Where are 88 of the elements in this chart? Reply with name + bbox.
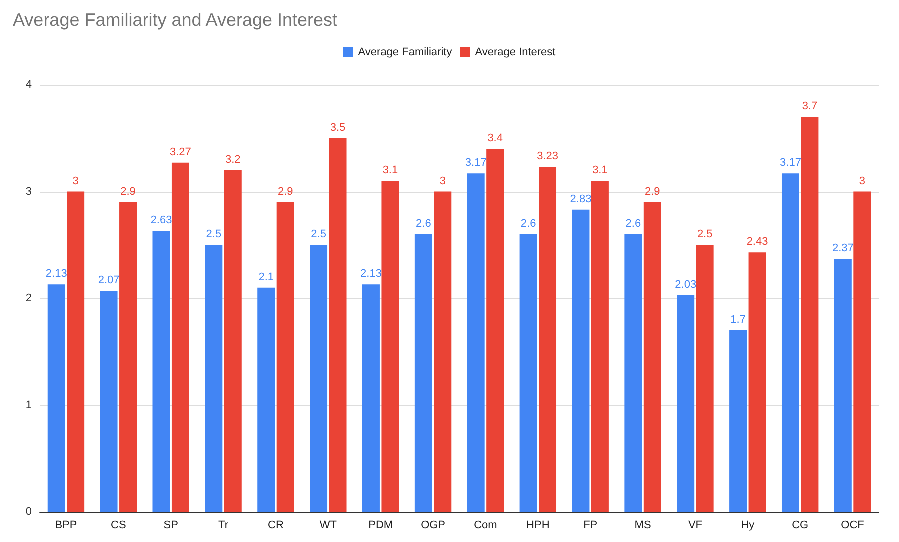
bar — [224, 170, 242, 512]
bar — [572, 210, 590, 512]
x-tick-label: WT — [320, 520, 338, 532]
bar — [520, 234, 538, 512]
bar — [677, 295, 695, 512]
data-label: 2.6 — [416, 218, 432, 230]
data-label: 3.5 — [330, 122, 346, 134]
bar — [644, 202, 662, 512]
bar — [205, 245, 223, 512]
bar — [120, 202, 138, 512]
x-tick-label: CR — [268, 520, 284, 532]
x-tick-label: HPH — [526, 520, 550, 532]
data-label: 3.2 — [225, 154, 241, 166]
data-label: 3 — [72, 175, 79, 188]
data-label: 2.03 — [675, 278, 697, 291]
data-label: 3.1 — [592, 164, 608, 177]
x-tick-label: CG — [792, 520, 809, 532]
bar — [329, 138, 347, 512]
data-label: 3.4 — [488, 132, 503, 145]
data-label: 3.1 — [382, 164, 398, 177]
y-tick-label: 3 — [26, 186, 32, 198]
bar — [696, 245, 714, 512]
x-tick-label: OCF — [841, 520, 865, 532]
data-label: 3.7 — [802, 100, 818, 113]
x-tick-label: OGP — [421, 520, 446, 532]
bar — [48, 284, 66, 512]
data-label: 2.07 — [98, 274, 120, 287]
y-tick-label: 2 — [26, 292, 32, 304]
bar — [591, 181, 609, 512]
data-label: 2.37 — [832, 242, 854, 255]
x-tick-label: Tr — [218, 520, 229, 532]
x-tick-label: PDM — [368, 520, 394, 532]
bar — [434, 192, 452, 512]
data-label: 2.6 — [520, 218, 536, 230]
data-label: 3.17 — [780, 157, 802, 170]
x-tick-label: Com — [474, 520, 498, 532]
x-tick-label: FP — [584, 520, 598, 532]
legend-label: Average Interest — [475, 46, 556, 58]
data-label: 2.6 — [626, 218, 642, 230]
data-label: 3.17 — [465, 157, 487, 170]
bar — [362, 284, 380, 512]
bar — [539, 167, 557, 512]
bar — [172, 162, 190, 512]
data-label: 2.13 — [46, 268, 68, 280]
bar — [414, 234, 432, 512]
x-tick-label: Hy — [741, 520, 756, 532]
bar — [310, 245, 328, 512]
bar — [834, 259, 852, 512]
data-label: 2.5 — [206, 228, 222, 241]
x-tick-label: MS — [634, 520, 652, 532]
data-label: 1.7 — [730, 314, 746, 326]
data-label: 2.1 — [258, 271, 274, 284]
chart-title: Average Familiarity and Average Interest — [13, 10, 338, 30]
x-tick-label: CS — [111, 520, 126, 532]
data-label: 2.5 — [311, 228, 326, 241]
data-label: 2.83 — [570, 193, 592, 206]
bar — [486, 149, 504, 512]
bar — [382, 181, 400, 512]
data-label: 3 — [859, 175, 866, 188]
data-label: 2.9 — [120, 186, 136, 198]
data-label: 3 — [440, 175, 446, 188]
bar — [100, 291, 118, 512]
x-tick-label: SP — [164, 520, 178, 532]
bar — [782, 174, 800, 512]
y-tick-label: 1 — [26, 399, 32, 412]
data-label: 2.9 — [278, 186, 294, 198]
bar — [730, 330, 748, 512]
x-tick-label: VF — [688, 520, 703, 532]
bar — [854, 192, 872, 512]
data-label: 2.63 — [150, 214, 172, 227]
data-label: 2.43 — [746, 236, 768, 248]
bar — [152, 231, 170, 512]
legend-label: Average Familiarity — [358, 46, 453, 58]
bar — [276, 202, 294, 512]
bar — [801, 117, 819, 512]
x-tick-label: BPP — [55, 520, 78, 532]
data-label: 2.5 — [697, 228, 713, 241]
y-tick-label: 0 — [26, 506, 32, 518]
bar — [624, 234, 642, 512]
bar — [67, 192, 85, 512]
bar — [748, 252, 766, 512]
data-label: 2.9 — [644, 186, 660, 198]
bar — [467, 174, 485, 512]
bar — [258, 288, 276, 512]
y-tick-label: 4 — [26, 79, 32, 91]
data-label: 3.23 — [537, 150, 558, 163]
data-label: 3.27 — [170, 146, 192, 158]
data-label: 2.13 — [360, 268, 382, 280]
